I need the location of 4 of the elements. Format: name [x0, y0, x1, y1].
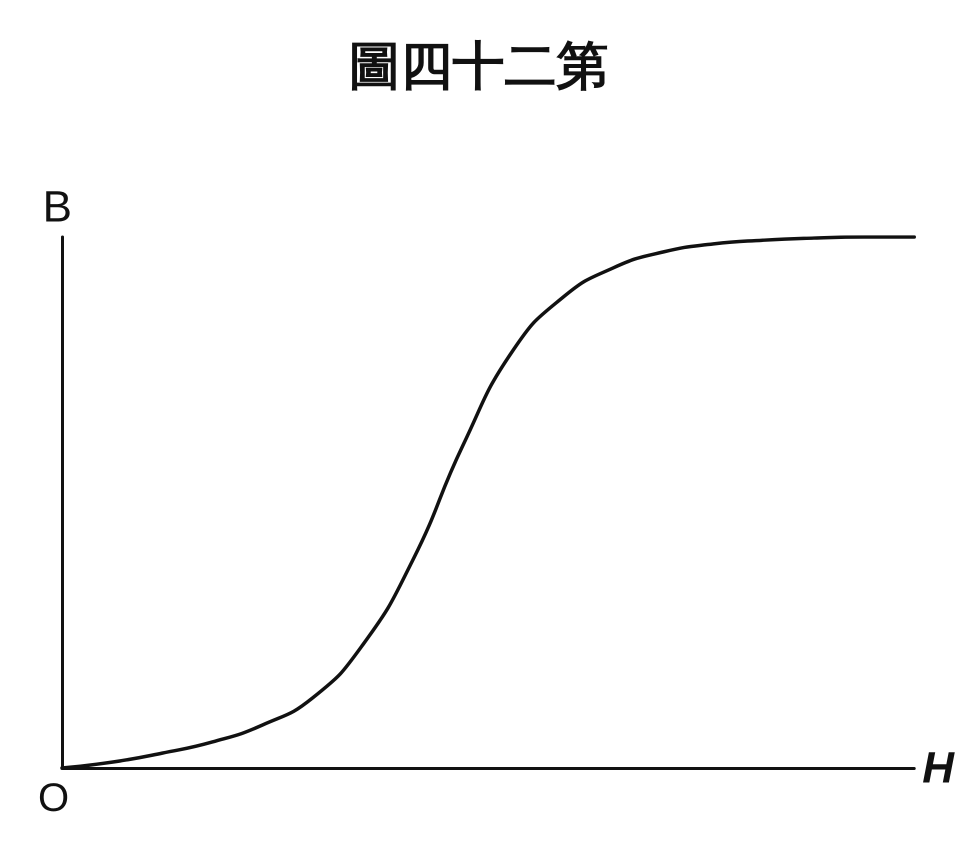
- text: O: [38, 776, 70, 820]
- x-axis-title: H: [922, 744, 956, 792]
- y-axis-title: B: [42, 182, 72, 232]
- chart-title: 圖四十二第: [348, 36, 608, 96]
